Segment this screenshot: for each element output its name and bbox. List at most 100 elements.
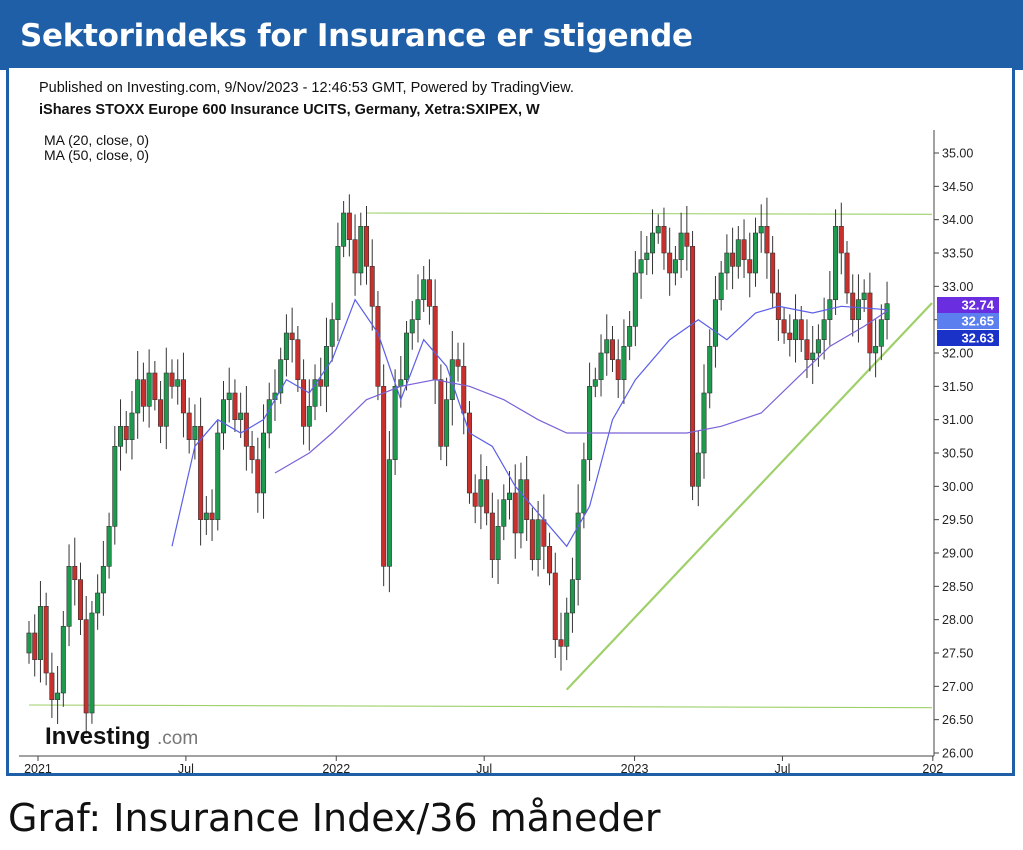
candle-body <box>295 339 301 380</box>
candle-body <box>518 479 524 534</box>
candle-body <box>838 226 844 254</box>
candle-body <box>575 512 581 580</box>
candle-body <box>472 492 478 507</box>
x-tick-label: 2022 <box>322 762 350 773</box>
figure-caption: Graf: Insurance Index/36 måneder <box>8 796 661 840</box>
candle-body <box>718 272 724 300</box>
candle-body <box>89 612 95 714</box>
candle-body <box>404 332 410 380</box>
candle-body <box>249 446 255 460</box>
candle-body <box>724 252 730 274</box>
candle-body <box>341 212 347 247</box>
candle-body <box>701 392 707 454</box>
candle-body <box>547 546 553 574</box>
y-tick-label: 31.00 <box>942 413 973 427</box>
candle-body <box>255 459 261 494</box>
candle-body <box>386 459 392 567</box>
candle-body <box>587 386 593 460</box>
candle-body <box>804 339 810 360</box>
candle-body <box>730 252 736 267</box>
y-tick-label: 27.50 <box>942 647 973 661</box>
candle-body <box>118 426 124 447</box>
y-tick-label: 31.50 <box>942 380 973 394</box>
candle-body <box>815 339 821 354</box>
candle-body <box>461 366 467 414</box>
candle-body <box>592 379 598 387</box>
candle-body <box>598 352 604 380</box>
y-tick-label: 35.00 <box>942 147 973 161</box>
y-tick-label: 26.00 <box>942 747 973 761</box>
x-tick-label: Jul <box>476 762 492 773</box>
y-tick-label: 28.50 <box>942 580 973 594</box>
candle-body <box>621 346 627 380</box>
candle-body <box>169 372 175 387</box>
candle-body <box>43 606 49 674</box>
candle-body <box>375 306 381 387</box>
candle-body <box>301 379 307 427</box>
candle-body <box>672 259 678 274</box>
ma20-label: MA (20, close, 0) <box>44 132 149 148</box>
candle-body <box>312 379 318 407</box>
axes: 35.0034.5034.0033.5033.0032.5032.0031.50… <box>19 130 999 773</box>
candle-body <box>821 319 827 340</box>
candle-body <box>615 359 621 380</box>
title-banner: Sektorindeks for Insurance er stigende <box>0 0 1023 70</box>
candle-body <box>695 452 701 487</box>
candle-body <box>83 619 89 714</box>
candle-body <box>352 239 358 274</box>
candle-body <box>844 252 850 294</box>
candle-body <box>873 346 879 354</box>
candle-body <box>186 412 192 440</box>
candle-body <box>226 392 232 400</box>
candle-body <box>335 246 341 320</box>
candle-body <box>198 426 204 520</box>
candle-body <box>758 226 764 234</box>
candle-body <box>329 319 335 347</box>
candle-body <box>684 232 690 247</box>
candle-body <box>203 512 209 520</box>
y-tick-label: 34.50 <box>942 180 973 194</box>
candle-body <box>392 386 398 460</box>
candle-body <box>564 612 570 647</box>
price-tag-label: 32.63 <box>961 331 994 346</box>
candle-body <box>627 326 633 347</box>
candle-body <box>55 692 61 700</box>
candle-body <box>364 226 370 267</box>
candle-body <box>278 359 284 394</box>
candle-body <box>478 479 484 507</box>
candle-body <box>569 579 575 614</box>
candle-body <box>495 526 501 560</box>
y-tick-label: 28.00 <box>942 613 973 627</box>
investing-logo: Investing .com <box>45 723 198 750</box>
candle-body <box>192 426 198 440</box>
candle-body <box>415 299 421 320</box>
ma20-line <box>171 298 888 548</box>
candle-body <box>261 432 267 494</box>
candle-body <box>289 332 295 340</box>
y-tick-label: 29.50 <box>942 513 973 527</box>
candle-body <box>409 319 415 334</box>
candle-body <box>798 319 804 340</box>
candle-body <box>37 606 43 660</box>
candle-body <box>466 412 472 494</box>
price-tag-label: 32.74 <box>961 298 994 313</box>
candle-body <box>60 626 66 694</box>
candle-body <box>747 259 753 274</box>
candle-body <box>444 399 450 447</box>
banner-title: Sektorindeks for Insurance er stigende <box>20 18 693 54</box>
candle-body <box>644 252 650 260</box>
candle-body <box>140 379 146 407</box>
candle-body <box>604 339 610 354</box>
moving-averages <box>171 298 888 548</box>
candle-body <box>529 519 535 560</box>
y-tick-label: 32.00 <box>942 347 973 361</box>
candle-body <box>661 226 667 254</box>
candle-body <box>793 319 799 340</box>
price-tag <box>937 330 999 346</box>
x-tick-label: 2021 <box>24 762 52 773</box>
candle-body <box>232 392 238 420</box>
candle-body <box>552 572 558 640</box>
ma50-line <box>274 310 888 474</box>
candle-body <box>484 479 490 514</box>
candle-body <box>66 566 72 627</box>
